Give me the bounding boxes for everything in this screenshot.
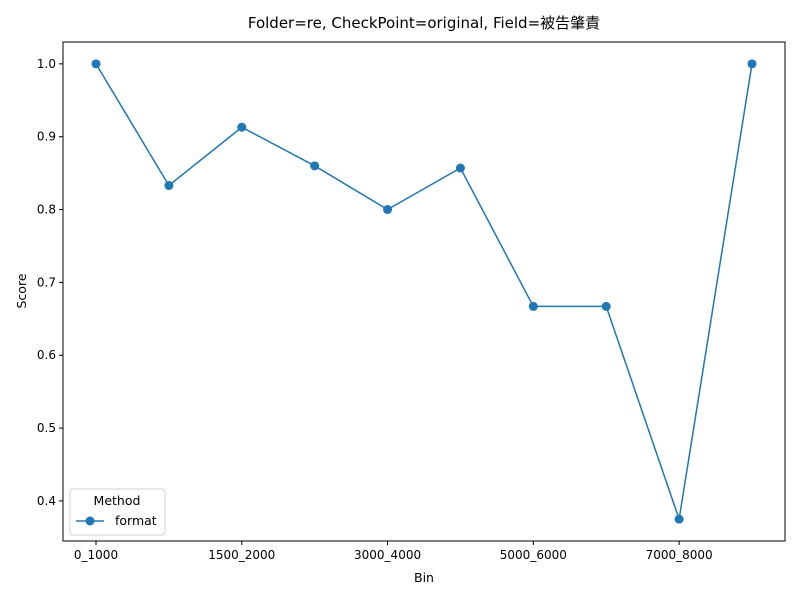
legend-entry-format: format [115,513,157,528]
data-point [237,122,247,132]
x-tick-label: 7000_8000 [646,548,713,562]
plot-frame [62,41,786,542]
legend: Method format [69,488,166,536]
data-point [747,59,757,69]
x-tick-label: 0_1000 [74,548,118,562]
plot-series [91,59,757,524]
y-tick-label: 0.8 [37,203,56,217]
legend-marker-swatch [85,516,95,526]
data-point [674,514,684,524]
x-tick-label: 1500_2000 [208,548,275,562]
y-tick-label: 0.6 [37,348,56,362]
legend-title: Method [94,493,141,508]
y-axis-ticks: 0.4 0.5 0.6 0.7 0.8 0.9 1.0 [37,57,63,508]
data-point [310,161,320,171]
y-tick-label: 0.7 [37,275,56,289]
x-tick-label: 3000_4000 [354,548,421,562]
y-tick-label: 0.9 [37,130,56,144]
chart-title: Folder=re, CheckPoint=original, Field=被告… [248,14,600,32]
data-point [383,205,393,215]
x-axis-ticks: 0_1000 1500_2000 3000_4000 5000_6000 7000_80… [74,541,713,562]
x-axis-label: Bin [414,570,434,585]
data-point [455,163,465,173]
series-line-format [95,63,753,520]
x-tick-label: 5000_6000 [500,548,567,562]
y-tick-label: 0.5 [37,421,56,435]
legend-box [69,488,166,536]
data-point [601,301,611,311]
y-tick-label: 0.4 [37,494,56,508]
y-tick-label: 1.0 [37,57,56,71]
y-axis-label: Score [14,273,29,308]
data-point [164,181,174,191]
data-point [91,59,101,69]
data-point [528,301,538,311]
